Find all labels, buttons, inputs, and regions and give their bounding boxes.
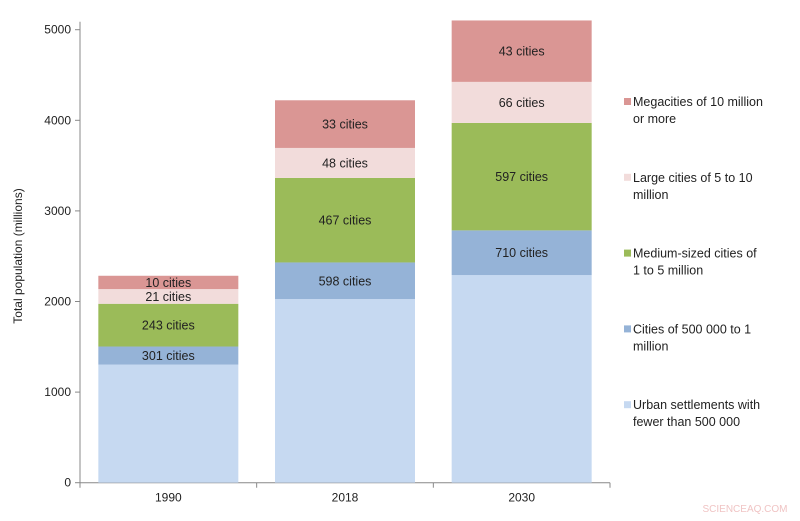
data-label: 467 cities bbox=[319, 214, 372, 228]
x-tick-label: 1990 bbox=[155, 491, 182, 505]
bar-segment bbox=[275, 147, 415, 178]
bar-segment bbox=[275, 100, 415, 148]
y-tick-label: 4000 bbox=[44, 113, 71, 127]
data-label: 48 cities bbox=[322, 156, 368, 170]
bar-segment bbox=[98, 364, 239, 483]
legend-swatch bbox=[624, 173, 631, 181]
x-tick-label: 2030 bbox=[508, 491, 535, 505]
legend-label: million bbox=[633, 339, 668, 353]
legend-label: or more bbox=[633, 112, 676, 126]
data-label: 43 cities bbox=[499, 45, 545, 59]
legend-label: Urban settlements with bbox=[633, 398, 760, 412]
bar-segment bbox=[451, 275, 592, 483]
bar-segment bbox=[451, 230, 592, 276]
legend-label: Megacities of 10 million bbox=[633, 95, 763, 109]
data-label: 301 cities bbox=[142, 349, 195, 363]
y-tick-label: 2000 bbox=[44, 295, 71, 309]
watermark: SCIENCEAQ.COM bbox=[702, 504, 787, 515]
bar-segment bbox=[275, 177, 415, 263]
y-axis-label: Total population (millions) bbox=[11, 188, 25, 323]
legend-label: 1 to 5 million bbox=[633, 264, 703, 278]
data-label: 33 cities bbox=[322, 118, 368, 132]
data-label: 66 cities bbox=[499, 96, 545, 110]
bar-segment bbox=[98, 275, 239, 290]
legend-label: fewer than 500 000 bbox=[633, 415, 740, 429]
legend-swatch bbox=[624, 325, 631, 333]
bar-segment bbox=[451, 20, 592, 82]
bar-segment bbox=[98, 303, 239, 347]
data-label: 710 cities bbox=[495, 246, 548, 260]
data-label: 21 cities bbox=[145, 290, 191, 304]
legend-swatch bbox=[624, 249, 631, 257]
legend-label: Cities of 500 000 to 1 bbox=[633, 322, 751, 336]
y-tick-label: 0 bbox=[64, 476, 71, 490]
bar-segment bbox=[275, 262, 415, 300]
data-label: 598 cities bbox=[319, 274, 372, 288]
y-tick-label: 3000 bbox=[44, 204, 71, 218]
legend-swatch bbox=[624, 98, 631, 105]
legend-swatch bbox=[624, 401, 631, 409]
legend: Megacities of 10 million or more Large cit… bbox=[624, 95, 763, 429]
data-label: 243 cities bbox=[142, 319, 195, 333]
bar-segment bbox=[451, 122, 592, 231]
data-label: 10 cities bbox=[145, 276, 191, 290]
bar-segment bbox=[275, 299, 415, 483]
bar-segment bbox=[98, 346, 239, 365]
bar-segment bbox=[98, 289, 239, 304]
legend-label: Large cities of 5 to 10 bbox=[633, 171, 753, 185]
x-tick-label: 2018 bbox=[332, 491, 359, 505]
y-tick-label: 5000 bbox=[44, 23, 71, 37]
bar-segment bbox=[451, 81, 592, 123]
data-label: 597 cities bbox=[495, 170, 548, 184]
legend-label: million bbox=[633, 188, 668, 202]
y-tick-label: 1000 bbox=[44, 385, 71, 399]
axes: 0 1000 2000 3000 4000 5000 1990 2018 2030 bbox=[44, 21, 611, 505]
legend-label: Medium-sized cities of bbox=[633, 247, 757, 261]
